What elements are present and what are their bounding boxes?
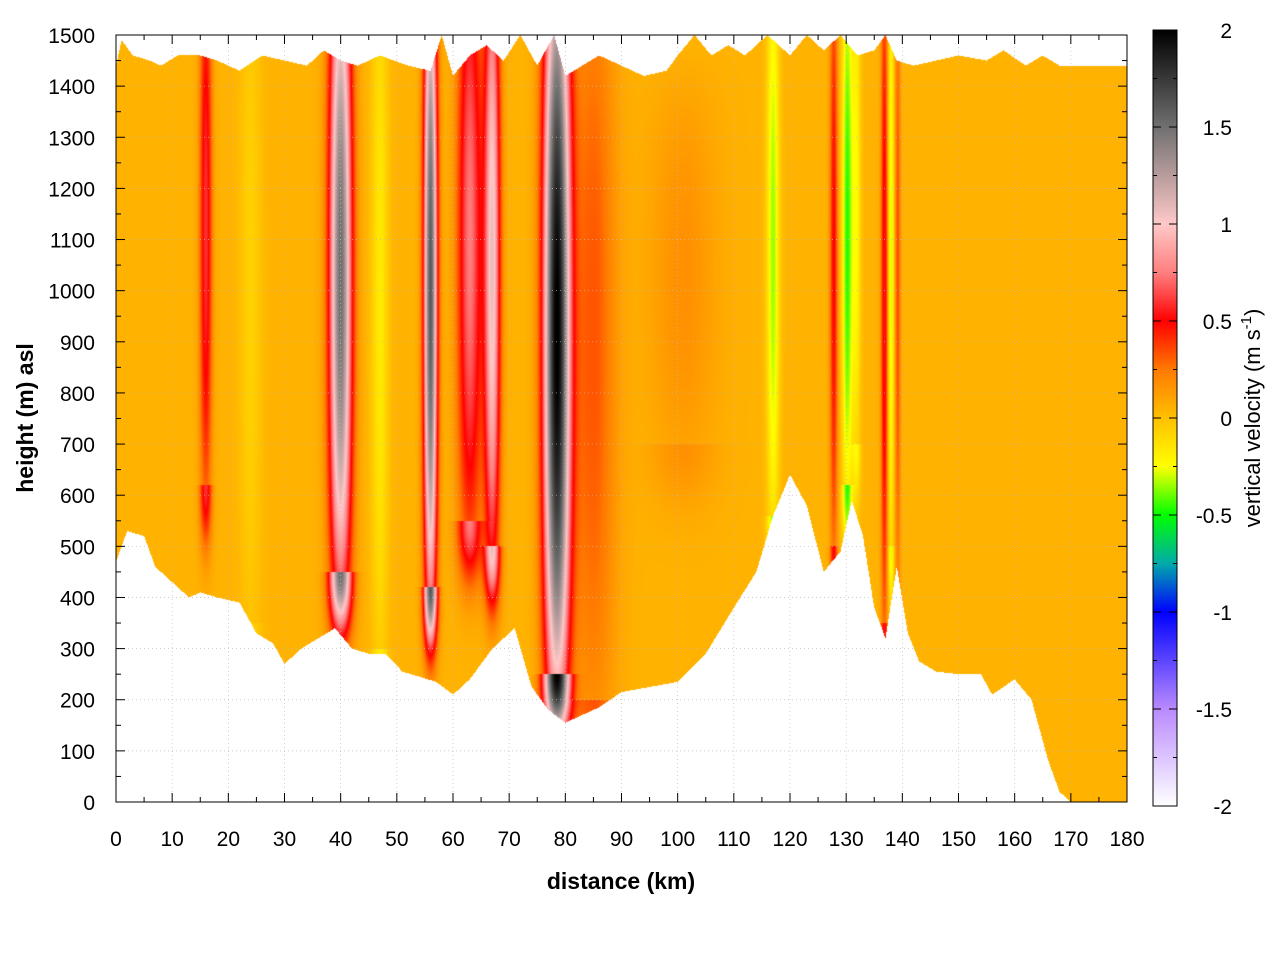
x-tick-label: 80	[554, 828, 577, 851]
colorbar-tick-label: -0.5	[1196, 505, 1232, 528]
y-tick-label: 700	[60, 434, 95, 457]
y-tick-label: 900	[60, 332, 95, 355]
y-tick-label: 300	[60, 639, 95, 662]
x-tick-label: 0	[110, 828, 122, 851]
y-tick-label: 1300	[48, 127, 95, 150]
y-tick-label: 200	[60, 690, 95, 713]
colorbar-title-close: )	[1240, 309, 1265, 316]
x-tick-label: 130	[829, 828, 864, 851]
colorbar: -2 -1.5 -1 -0.5 0 0.5 1 1.5 2	[1152, 20, 1232, 819]
colorbar-tick-label: -1	[1213, 602, 1232, 625]
x-tick-label: 140	[885, 828, 920, 851]
colorbar-tick-label: -2	[1213, 796, 1232, 819]
x-axis: 0 10 20 30 40 50 60 70 80 90 100 110 120 130 140 150 160…	[110, 35, 1145, 851]
plot-area: 0 10 20 30 40 50 60 70 80 90 100 110 120 130 140 150 160…	[48, 25, 1144, 851]
x-tick-label: 160	[997, 828, 1032, 851]
colorbar-tick-label: -1.5	[1196, 699, 1232, 722]
colorbar-title: vertical velocity (m s-1)	[1238, 309, 1265, 528]
y-tick-label: 100	[60, 741, 95, 764]
colorbar-title-sup: -1	[1238, 316, 1255, 329]
x-tick-label: 180	[1109, 828, 1144, 851]
y-tick-label: 1400	[48, 76, 95, 99]
y-tick-label: 800	[60, 383, 95, 406]
y-axis-title: height (m) asl	[12, 343, 38, 493]
x-tick-label: 170	[1053, 828, 1088, 851]
colorbar-title-main: vertical velocity (m s	[1240, 329, 1265, 527]
x-tick-label: 70	[497, 828, 520, 851]
x-tick-label: 60	[441, 828, 464, 851]
y-tick-label: 0	[83, 792, 95, 815]
velocity-field	[116, 35, 1127, 802]
colorbar-tick-label: 2	[1220, 20, 1232, 43]
x-tick-label: 120	[772, 828, 807, 851]
y-tick-label: 600	[60, 485, 95, 508]
y-tick-label: 1200	[48, 178, 95, 201]
x-tick-label: 100	[660, 828, 695, 851]
y-axis: 0 100 200 300 400 500 600 700 800 900 1000 1100 1200…	[48, 25, 1127, 815]
x-axis-title: distance (km)	[547, 868, 695, 894]
y-tick-label: 400	[60, 587, 95, 610]
x-tick-label: 150	[941, 828, 976, 851]
colorbar-ticks: -2 -1.5 -1 -0.5 0 0.5 1 1.5 2	[1153, 20, 1232, 819]
y-tick-label: 1500	[48, 25, 95, 48]
y-tick-label: 1100	[50, 230, 95, 253]
y-tick-label: 500	[60, 536, 95, 559]
x-tick-label: 30	[273, 828, 296, 851]
y-tick-label: 1000	[48, 281, 95, 304]
x-tick-label: 10	[160, 828, 183, 851]
colorbar-tick-label: 1	[1220, 214, 1232, 237]
x-tick-label: 90	[610, 828, 633, 851]
colorbar-tick-label: 1.5	[1203, 117, 1232, 140]
x-tick-label: 40	[329, 828, 352, 851]
x-tick-label: 50	[385, 828, 408, 851]
colorbar-tick-label: 0	[1220, 408, 1232, 431]
x-tick-label: 20	[217, 828, 240, 851]
colorbar-tick-label: 0.5	[1203, 311, 1232, 334]
x-tick-label: 110	[717, 828, 750, 851]
